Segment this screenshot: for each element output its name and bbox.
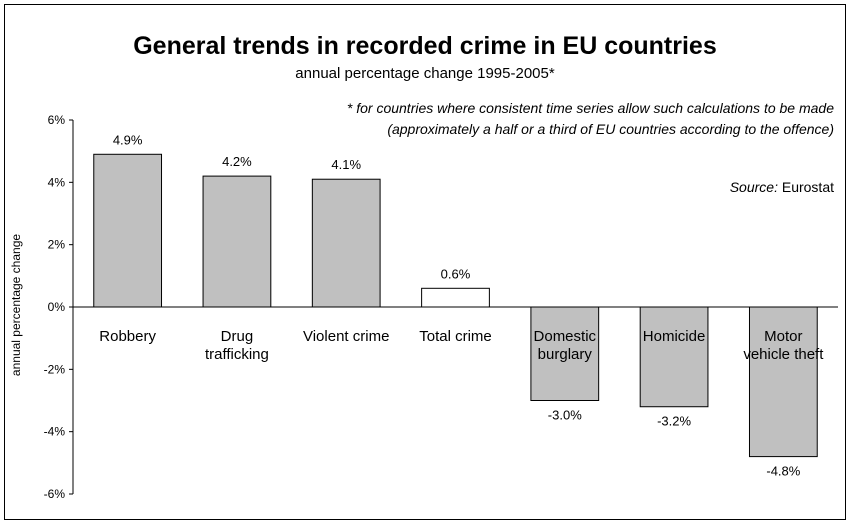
bar [311, 178, 381, 308]
y-tick-label: 6% [48, 113, 66, 127]
y-tick-label: -6% [44, 487, 66, 501]
source-note: Source: Eurostat [730, 179, 834, 195]
data-label: -3.2% [657, 414, 691, 429]
data-label: 4.2% [222, 154, 252, 169]
y-tick-label: 0% [48, 300, 66, 314]
x-tick-label: Motor [764, 328, 802, 345]
bar [639, 306, 709, 408]
data-label: 4.9% [113, 132, 143, 147]
bar [93, 153, 163, 308]
bars [93, 153, 818, 458]
bar [202, 175, 272, 308]
y-tick-label: -4% [44, 425, 66, 439]
bar [421, 287, 490, 308]
footnote-line-1: * for countries where consistent time se… [347, 100, 834, 116]
data-label: 4.1% [331, 157, 361, 172]
bar [748, 306, 818, 458]
bar [530, 306, 600, 401]
x-tick-label: vehicle theft [743, 346, 824, 363]
source-label: Source: [730, 179, 778, 195]
data-label: -4.8% [766, 464, 800, 479]
chart-title: General trends in recorded crime in EU c… [133, 32, 717, 60]
source-value: Eurostat [778, 179, 834, 195]
x-tick-label: trafficking [205, 346, 269, 363]
x-tick-label: Robbery [99, 328, 156, 345]
x-tick-label: Drug [221, 328, 254, 345]
x-tick-label: burglary [538, 346, 593, 363]
y-tick-label: -2% [44, 362, 66, 376]
chart-subtitle: annual percentage change 1995-2005* [295, 65, 555, 82]
y-tick-label: 4% [48, 175, 66, 189]
footnote-line-2: (approximately a half or a third of EU c… [387, 121, 834, 137]
x-tick-label: Total crime [419, 328, 492, 345]
chart-frame [4, 4, 846, 520]
x-tick-label: Homicide [643, 328, 706, 345]
x-tick-label: Violent crime [303, 328, 389, 345]
data-label: 0.6% [441, 266, 471, 281]
data-label: -3.0% [548, 408, 582, 423]
y-tick-label: 2% [48, 238, 66, 252]
axes: 6% 4% 2% 0% -2% -4% -6% [44, 113, 838, 501]
x-tick-label: Domestic [534, 328, 597, 345]
y-axis-label: annual percentage change [9, 234, 23, 376]
